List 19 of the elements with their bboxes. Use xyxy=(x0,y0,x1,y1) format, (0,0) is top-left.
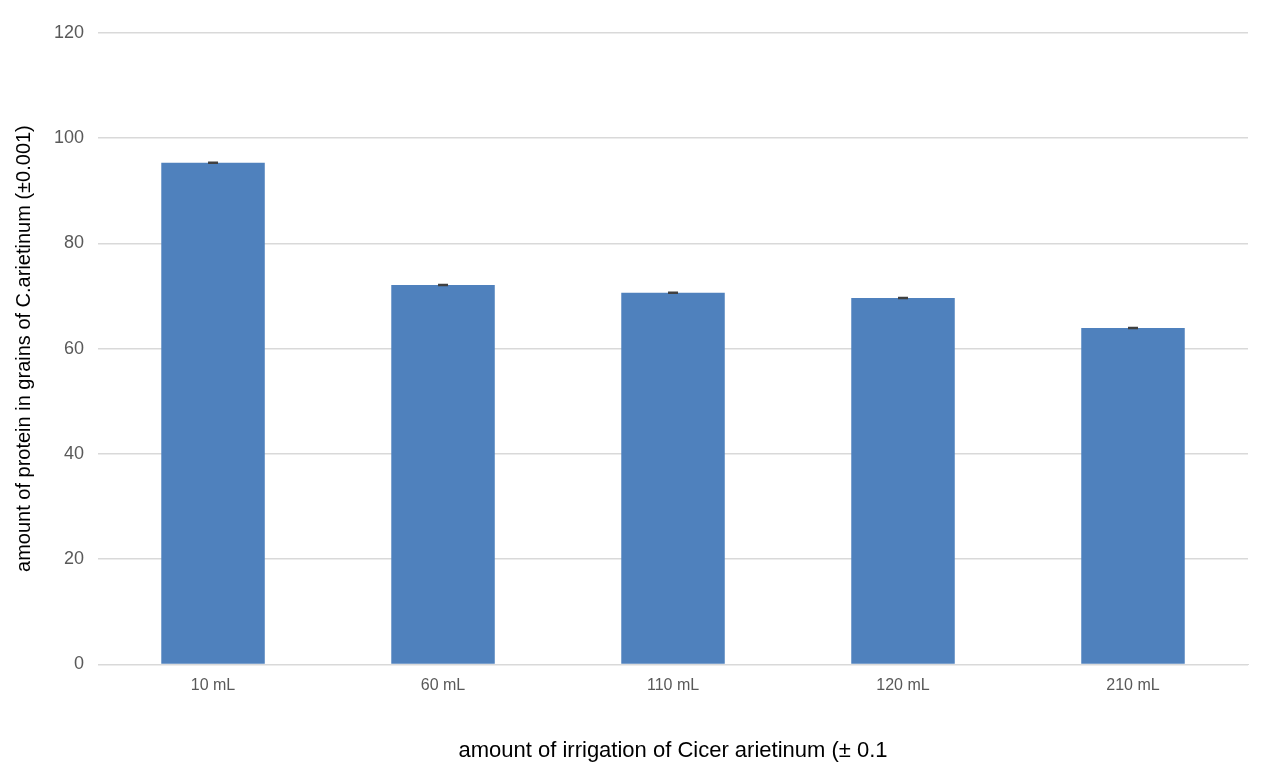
bar xyxy=(1081,328,1185,664)
x-tick-label: 110 mL xyxy=(646,676,700,694)
y-tick-label: 40 xyxy=(64,442,85,463)
y-tick-label: 0 xyxy=(74,653,85,674)
bar xyxy=(851,298,955,664)
x-tick-label: 210 mL xyxy=(1106,676,1160,694)
bar xyxy=(391,284,495,664)
x-tick-label: 60 mL xyxy=(420,676,466,694)
x-tick-label: 120 mL xyxy=(876,676,930,694)
y-tick-label: 20 xyxy=(64,548,85,569)
y-tick-label: 60 xyxy=(64,337,85,358)
x-axis-title: amount of irrigation of Cicer arietinum (± 0.1 xyxy=(458,736,888,762)
y-axis-title: amount of protein in grains of C.arietinum (±0.001) xyxy=(11,125,34,572)
x-tick-label: 10 mL xyxy=(190,676,236,694)
y-tick-label: 120 xyxy=(53,21,85,42)
bar xyxy=(161,162,265,664)
y-tick-label: 80 xyxy=(64,232,85,253)
bar xyxy=(621,292,725,664)
y-tick-label: 100 xyxy=(53,127,85,148)
